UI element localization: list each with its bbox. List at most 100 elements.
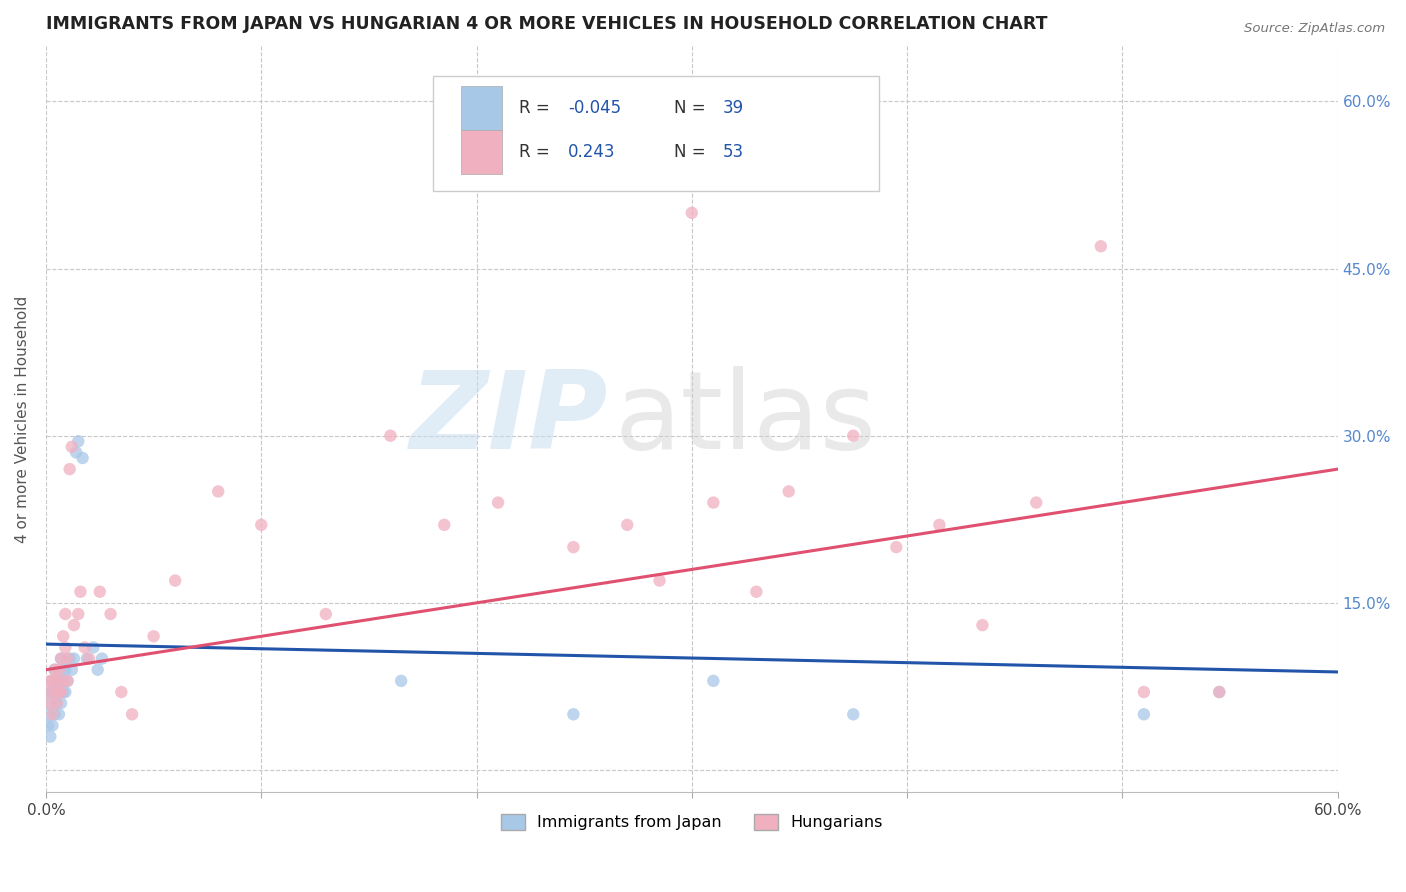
Point xyxy=(562,540,585,554)
Text: -0.045: -0.045 xyxy=(568,99,621,117)
Point xyxy=(72,450,94,465)
Point xyxy=(53,607,76,621)
FancyBboxPatch shape xyxy=(433,76,879,191)
Point xyxy=(842,707,865,722)
Point xyxy=(77,651,100,665)
Text: IMMIGRANTS FROM JAPAN VS HUNGARIAN 4 OR MORE VEHICLES IN HOUSEHOLD CORRELATION C: IMMIGRANTS FROM JAPAN VS HUNGARIAN 4 OR … xyxy=(46,15,1047,33)
Point xyxy=(41,673,63,688)
Point xyxy=(67,607,90,621)
Point xyxy=(63,651,86,665)
Point xyxy=(39,696,62,710)
Text: ZIP: ZIP xyxy=(409,366,607,472)
Point xyxy=(76,651,98,665)
Text: N =: N = xyxy=(673,144,710,161)
Point xyxy=(928,517,950,532)
Point xyxy=(59,462,82,476)
Point xyxy=(778,484,800,499)
Text: Source: ZipAtlas.com: Source: ZipAtlas.com xyxy=(1244,22,1385,36)
Point xyxy=(45,673,67,688)
Point xyxy=(52,663,75,677)
Legend: Immigrants from Japan, Hungarians: Immigrants from Japan, Hungarians xyxy=(494,807,890,837)
Point xyxy=(681,206,703,220)
Text: atlas: atlas xyxy=(614,366,876,472)
Text: R =: R = xyxy=(519,99,555,117)
Point xyxy=(45,673,67,688)
Point xyxy=(562,707,585,722)
Point xyxy=(60,663,83,677)
Text: 53: 53 xyxy=(723,144,744,161)
Point xyxy=(44,707,66,722)
Point xyxy=(486,495,509,509)
Point xyxy=(380,428,402,442)
Point xyxy=(67,434,90,449)
Point xyxy=(82,640,104,655)
Text: 39: 39 xyxy=(723,99,744,117)
Point xyxy=(49,696,72,710)
Point xyxy=(44,663,66,677)
Point xyxy=(49,651,72,665)
Text: 0.243: 0.243 xyxy=(568,144,616,161)
Point xyxy=(48,685,70,699)
Point xyxy=(648,574,671,588)
Point xyxy=(39,673,62,688)
Point xyxy=(41,673,63,688)
Point xyxy=(48,685,70,699)
Point xyxy=(49,685,72,699)
Point xyxy=(44,663,66,677)
Point xyxy=(45,696,67,710)
Point xyxy=(884,540,907,554)
Point xyxy=(1090,239,1112,253)
Point xyxy=(52,629,75,643)
Point xyxy=(842,428,865,442)
FancyBboxPatch shape xyxy=(461,130,502,175)
Point xyxy=(41,718,63,732)
Point xyxy=(37,707,59,722)
Point xyxy=(39,685,62,699)
Point xyxy=(49,651,72,665)
Point xyxy=(56,651,79,665)
Point xyxy=(53,640,76,655)
Point xyxy=(73,640,96,655)
Point xyxy=(142,629,165,643)
Point xyxy=(165,574,187,588)
FancyBboxPatch shape xyxy=(461,86,502,129)
Point xyxy=(315,607,337,621)
Point xyxy=(44,685,66,699)
Point xyxy=(56,673,79,688)
Point xyxy=(39,730,62,744)
Point xyxy=(49,673,72,688)
Point xyxy=(53,685,76,699)
Point xyxy=(65,445,87,459)
Point xyxy=(53,663,76,677)
Point xyxy=(110,685,132,699)
Point xyxy=(433,517,456,532)
Point xyxy=(52,673,75,688)
Point xyxy=(86,663,108,677)
Point xyxy=(1133,685,1156,699)
Point xyxy=(207,484,229,499)
Point xyxy=(250,517,273,532)
Point xyxy=(121,707,143,722)
Point xyxy=(48,707,70,722)
Point xyxy=(89,584,111,599)
Point xyxy=(702,673,724,688)
Point xyxy=(37,718,59,732)
Point xyxy=(59,651,82,665)
Point xyxy=(41,707,63,722)
Point xyxy=(1133,707,1156,722)
Point xyxy=(63,618,86,632)
Y-axis label: 4 or more Vehicles in Household: 4 or more Vehicles in Household xyxy=(15,295,30,542)
Text: N =: N = xyxy=(673,99,710,117)
Point xyxy=(972,618,994,632)
Point xyxy=(48,663,70,677)
Point xyxy=(100,607,122,621)
Point xyxy=(60,440,83,454)
Point xyxy=(389,673,412,688)
Point xyxy=(702,495,724,509)
Point xyxy=(44,685,66,699)
Point xyxy=(69,584,91,599)
Point xyxy=(745,584,768,599)
Point xyxy=(52,685,75,699)
Point xyxy=(1208,685,1230,699)
Point xyxy=(45,696,67,710)
